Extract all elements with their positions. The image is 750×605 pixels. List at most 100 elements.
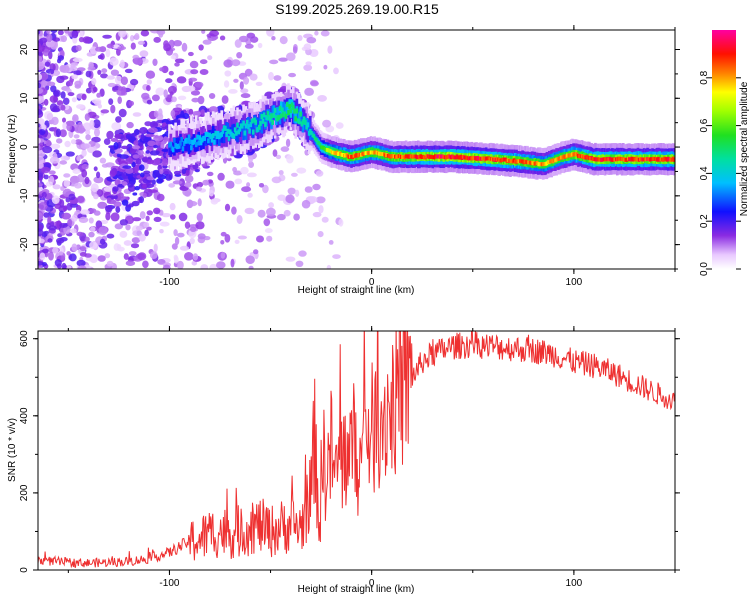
spectrogram-noise-blob bbox=[262, 184, 269, 194]
spectrogram-ridge-cell bbox=[180, 137, 183, 143]
spectrogram-ridge-cell bbox=[196, 134, 199, 140]
spectrogram-noise-blob bbox=[174, 58, 185, 64]
spectrogram-noise-blob bbox=[233, 78, 239, 83]
spectrogram-noise-blob bbox=[89, 119, 95, 129]
spectrogram-ridge-cell bbox=[659, 157, 663, 162]
spectrogram-noise-blob bbox=[106, 75, 115, 80]
spectrogram-noise-blob bbox=[115, 116, 122, 123]
spectrogram-noise-blob bbox=[266, 30, 275, 37]
spectrogram-noise-blob bbox=[130, 243, 140, 249]
spectrogram-noise-blob bbox=[278, 57, 289, 62]
colorbar-tick-label: 0.2 bbox=[699, 214, 710, 228]
spectrogram-noise-blob bbox=[255, 81, 263, 86]
spectrogram-noise-blob bbox=[246, 172, 257, 178]
spectrogram-noise-blob bbox=[92, 86, 98, 93]
spectrogram-ridge-cell bbox=[216, 130, 220, 136]
spectrogram-ridge-cell bbox=[673, 158, 675, 162]
spectrogram-emission-blob bbox=[120, 145, 129, 150]
spectrogram-noise-blob bbox=[171, 243, 178, 250]
spectrogram-noise-blob bbox=[170, 214, 176, 220]
spectrogram-noise-blob bbox=[139, 50, 149, 58]
spectrogram-noise-blob bbox=[96, 92, 102, 98]
spectrogram-noise-blob bbox=[51, 116, 59, 126]
spectrogram-noise-blob bbox=[75, 45, 82, 52]
spectrogram-ridge-cell bbox=[310, 131, 313, 135]
spectrogram-noise-blob bbox=[206, 171, 214, 177]
spectrogram-noise-blob bbox=[217, 172, 225, 181]
spectrogram-ridge-cell bbox=[243, 130, 247, 136]
spectrogram-noise-blob bbox=[199, 69, 209, 75]
spectrogram-ridge-cell bbox=[262, 112, 266, 118]
spectrogram-emission-blob bbox=[138, 142, 144, 147]
spectrogram-emission-blob bbox=[173, 170, 181, 175]
spectrogram-emission-blob bbox=[127, 182, 134, 188]
spectrogram-ridge-cell bbox=[315, 138, 318, 142]
spectrogram-noise-blob bbox=[38, 73, 43, 81]
spectrogram-noise-blob bbox=[44, 98, 49, 106]
spectrogram-noise-blob bbox=[77, 125, 85, 134]
spectrogram-noise-blob bbox=[256, 235, 264, 243]
snr-series-line bbox=[38, 331, 675, 569]
spectrogram-noise-blob bbox=[38, 61, 45, 71]
spectrogram-noise-blob bbox=[137, 252, 147, 261]
spectrogram-noise-blob bbox=[188, 77, 198, 82]
spectrogram-noise-blob bbox=[177, 232, 185, 238]
spectrogram-noise-blob bbox=[64, 140, 71, 148]
spectrogram-noise-blob bbox=[90, 226, 96, 232]
spectrogram-noise-blob bbox=[97, 69, 102, 75]
snr-panel: -100 0 100 0 200 400 600 Height of straight li… bbox=[7, 326, 680, 595]
spectrogram-noise-blob bbox=[57, 55, 64, 61]
spectrogram-emission-blob bbox=[131, 161, 136, 168]
snr-xtick-label: 0 bbox=[369, 578, 375, 589]
spectrogram-noise-blob bbox=[38, 30, 41, 35]
spectrogram-emission-blob bbox=[126, 157, 134, 165]
spectrogram-noise-blob bbox=[68, 253, 77, 262]
spectrogram-noise-blob bbox=[231, 206, 237, 215]
spectrogram-noise-blob bbox=[60, 91, 66, 99]
spectrogram-emission-blob bbox=[226, 157, 232, 162]
spectrogram-emission-blob bbox=[125, 133, 132, 140]
spectrogram-noise-blob bbox=[66, 265, 72, 269]
spectrogram-noise-blob bbox=[100, 73, 108, 79]
spectrogram-noise-blob bbox=[201, 30, 206, 34]
spectrogram-ridge-cell bbox=[264, 121, 267, 127]
spectrogram-ridge-cell bbox=[190, 145, 193, 151]
spectrogram-noise-blob bbox=[103, 186, 113, 192]
spectrogram-ridge-cell bbox=[187, 134, 191, 140]
spectrogram-noise-blob bbox=[202, 179, 210, 186]
spectrogram-noise-blob bbox=[194, 81, 204, 88]
spectrogram-noise-blob bbox=[107, 82, 116, 88]
spectrogram-noise-blob bbox=[321, 216, 329, 223]
spectrogram-emission-blob bbox=[122, 181, 128, 186]
spectrogram-emission-blob bbox=[126, 204, 131, 208]
spectrogram-noise-blob bbox=[57, 30, 64, 36]
spectrogram-noise-blob bbox=[89, 241, 98, 250]
spectrogram-emission-blob bbox=[135, 158, 142, 165]
spectrogram-noise-blob bbox=[56, 138, 63, 144]
spectrogram-noise-blob bbox=[134, 33, 140, 40]
spectrogram-noise-blob bbox=[220, 231, 227, 237]
spectrogram-noise-blob bbox=[58, 251, 64, 256]
spectrogram-noise-blob bbox=[159, 229, 164, 234]
spectrogram-noise-blob bbox=[43, 212, 50, 218]
spectrogram-noise-blob bbox=[110, 69, 119, 76]
spectrogram-emission-blob bbox=[155, 157, 161, 165]
spectrogram-noise-blob bbox=[163, 89, 168, 98]
spectrogram-ridge-cell bbox=[299, 111, 302, 117]
spectrogram-noise-blob bbox=[50, 41, 58, 50]
spectrogram-noise-blob bbox=[301, 199, 311, 209]
spectrogram-ridge-cell bbox=[171, 147, 175, 153]
spectrogram-ridge-cell bbox=[292, 104, 295, 110]
spectrogram-noise-blob bbox=[322, 119, 332, 128]
spectrogram-noise-blob bbox=[133, 57, 143, 65]
spectrogram-emission-blob bbox=[149, 150, 160, 156]
snr-ticks: -100 0 100 0 200 400 600 bbox=[19, 326, 680, 589]
spectrogram-ridge-cell bbox=[199, 140, 203, 146]
spectrogram-noise-blob bbox=[184, 181, 192, 188]
spectrogram-xtick-label: -100 bbox=[159, 277, 179, 288]
spectrogram-noise-blob bbox=[153, 36, 161, 43]
colorbar-tick-label: 0.8 bbox=[699, 70, 710, 84]
spectrogram-noise-blob bbox=[110, 212, 120, 222]
spectrogram-noise-blob bbox=[257, 42, 263, 49]
